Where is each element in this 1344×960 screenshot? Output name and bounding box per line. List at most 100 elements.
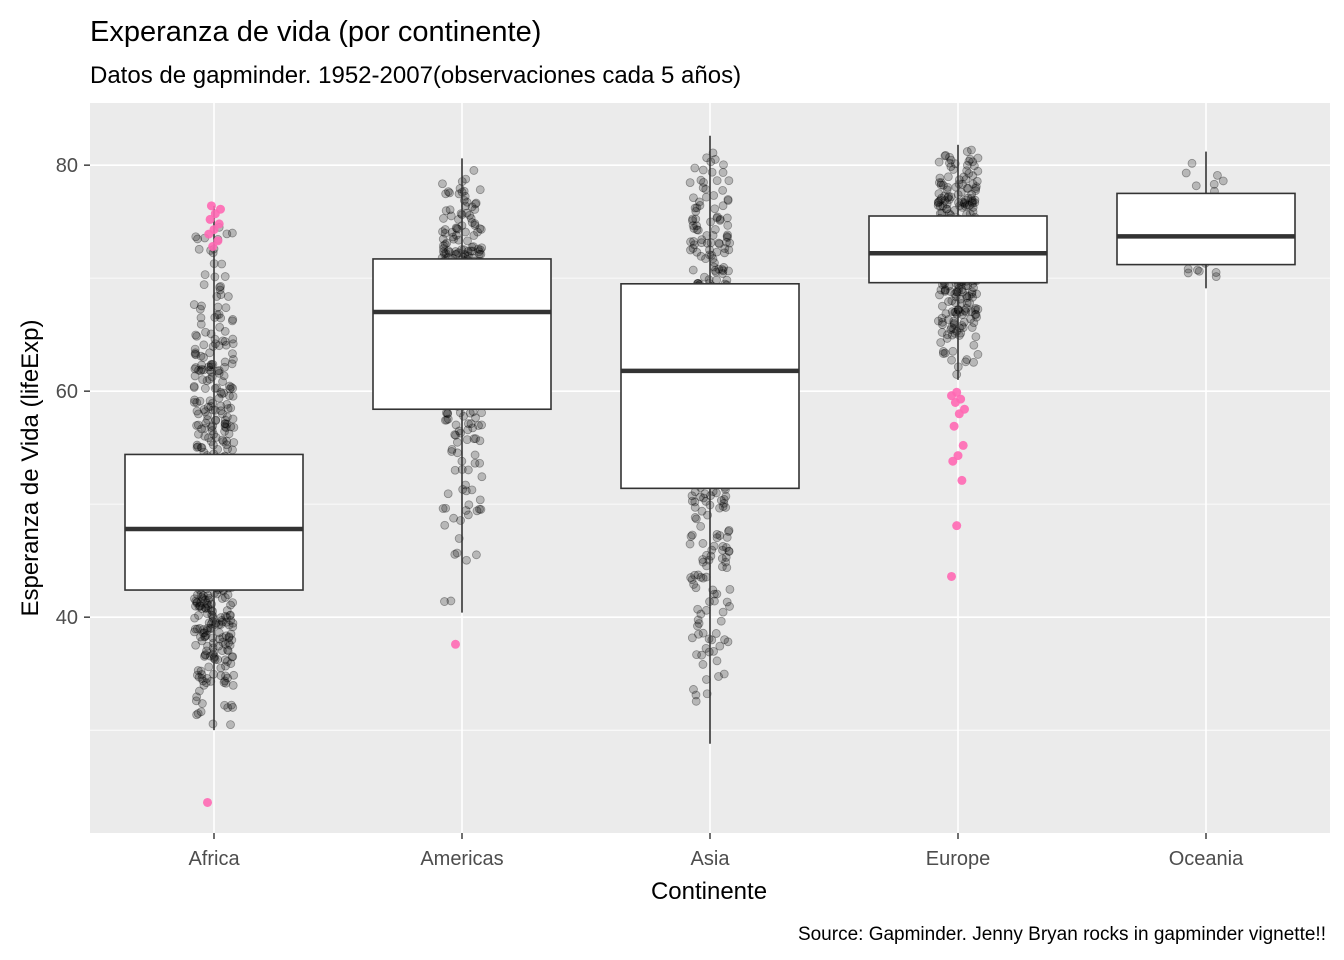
jitter-point xyxy=(200,270,210,280)
jitter-point xyxy=(201,630,211,640)
jitter-point xyxy=(205,651,215,661)
jitter-point xyxy=(193,234,202,244)
jitter-point xyxy=(477,472,487,482)
jitter-point xyxy=(973,153,983,163)
jitter-point xyxy=(1183,268,1193,278)
jitter-point xyxy=(691,583,701,593)
jitter-point xyxy=(710,225,720,234)
jitter-point xyxy=(204,362,214,372)
jitter-point xyxy=(1191,181,1201,191)
jitter-point xyxy=(969,161,979,171)
jitter-point xyxy=(690,502,700,512)
jitter-point xyxy=(203,591,213,600)
jitter-point xyxy=(219,388,229,398)
jitter-point xyxy=(712,213,722,223)
jitter-point xyxy=(440,240,450,249)
jitter-point xyxy=(472,550,481,560)
jitter-point xyxy=(938,320,947,330)
jitter-point xyxy=(959,317,969,327)
jitter-point xyxy=(698,660,708,669)
jitter-point xyxy=(944,191,954,201)
jitter-point xyxy=(935,173,945,183)
jitter-point xyxy=(724,266,733,276)
jitter-point xyxy=(226,403,236,413)
jitter-point xyxy=(693,615,703,625)
jitter-point xyxy=(222,229,232,239)
jitter-point xyxy=(470,219,480,228)
jitter-point xyxy=(942,204,952,214)
jitter-point xyxy=(197,670,207,679)
jitter-point xyxy=(439,241,448,251)
jitter-point xyxy=(472,506,482,516)
jitter-point xyxy=(721,491,731,501)
jitter-point xyxy=(714,672,723,681)
jitter-point xyxy=(202,674,212,683)
jitter-point xyxy=(216,313,226,323)
jitter-point xyxy=(933,200,943,210)
jitter-point xyxy=(959,172,969,182)
jitter-point xyxy=(1213,170,1222,180)
jitter-point xyxy=(971,303,981,313)
jitter-point xyxy=(191,696,201,706)
jitter-point xyxy=(462,435,472,445)
jitter-point xyxy=(438,234,448,244)
jitter-point xyxy=(192,443,202,452)
jitter-point xyxy=(197,699,207,708)
jitter-point xyxy=(469,242,478,251)
outlier-point xyxy=(952,387,962,397)
jitter-point xyxy=(707,545,717,555)
jitter-point xyxy=(197,365,207,374)
jitter-point xyxy=(965,201,974,210)
jitter-point xyxy=(724,176,734,186)
jitter-point xyxy=(715,214,725,224)
jitter-point xyxy=(687,496,697,506)
jitter-point xyxy=(195,396,205,406)
jitter-point xyxy=(946,287,956,296)
boxplots xyxy=(124,135,1296,744)
jitter-point xyxy=(721,503,731,512)
jitter-point xyxy=(691,514,701,524)
jitter-point xyxy=(197,674,207,683)
jitter-point xyxy=(210,384,220,393)
jitter-point xyxy=(214,341,224,351)
jitter-point xyxy=(192,406,202,416)
jitter-point xyxy=(723,230,732,240)
jitter-point xyxy=(200,407,210,417)
jitter-point xyxy=(221,671,230,681)
jitter-point xyxy=(192,692,202,702)
jitter-point xyxy=(220,611,230,621)
jitter-point xyxy=(960,201,970,211)
jitter-point xyxy=(724,525,734,535)
jitter-point xyxy=(206,329,216,339)
jitter-point xyxy=(1194,266,1204,276)
jitter-point xyxy=(966,307,976,316)
jitter-point xyxy=(212,310,222,320)
jitter-point xyxy=(961,357,971,367)
jitter-point xyxy=(199,353,208,362)
jitter-point xyxy=(224,638,234,648)
jitter-point xyxy=(940,196,950,205)
jitter-point xyxy=(220,418,230,428)
jitter-point xyxy=(442,415,452,425)
jitter-point xyxy=(228,414,238,424)
jitter-point xyxy=(704,634,714,644)
jitter-point xyxy=(934,178,944,187)
jitter-point xyxy=(475,436,485,446)
jitter-point xyxy=(216,613,226,622)
jitter-point xyxy=(696,251,706,261)
jitter-point xyxy=(724,546,734,556)
jitter-point xyxy=(471,199,480,209)
jitter-point xyxy=(943,182,953,192)
jitter-point xyxy=(941,150,951,160)
jitter-point xyxy=(699,177,708,187)
jitter-point xyxy=(708,231,718,240)
jitter-point xyxy=(226,600,235,610)
jitter-point xyxy=(441,206,451,216)
jitter-point xyxy=(469,231,479,240)
jitter-point xyxy=(962,183,972,193)
jitter-point xyxy=(946,162,956,171)
jitter-point xyxy=(954,284,964,293)
jitter-point xyxy=(936,178,946,188)
jitter-point xyxy=(194,602,204,611)
jitter-point xyxy=(470,205,480,214)
